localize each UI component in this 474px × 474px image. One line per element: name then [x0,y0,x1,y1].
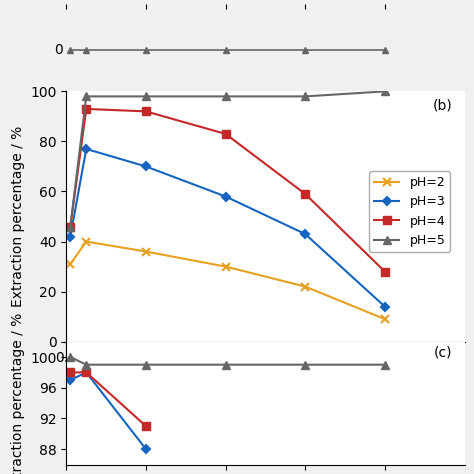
pH=3 [302,231,308,237]
pH=2 [223,264,228,269]
pH=4 [143,109,149,114]
pH=5 [143,93,149,99]
pH=3 [67,234,73,239]
Y-axis label: Extraction percentage / %: Extraction percentage / % [11,126,25,307]
Text: (b): (b) [433,99,453,113]
Line: pH=5: pH=5 [66,87,389,231]
pH=5 [382,89,388,94]
Line: pH=3: pH=3 [67,146,388,310]
pH=3 [83,146,89,152]
X-axis label: Lactic acid concentration / (mol/L): Lactic acid concentration / (mol/L) [146,371,384,385]
pH=3 [223,194,228,200]
pH=3 [143,164,149,169]
pH=2 [67,261,73,267]
pH=4 [223,131,228,137]
pH=5 [83,93,89,99]
Text: 0: 0 [54,44,63,57]
pH=5 [302,93,308,99]
pH=4 [302,191,308,197]
pH=4 [83,106,89,112]
Text: (c): (c) [434,346,453,359]
pH=5 [67,224,73,229]
pH=5 [223,93,228,99]
pH=3 [382,304,388,310]
pH=2 [302,284,308,290]
pH=2 [143,249,149,255]
Legend: pH=2, pH=3, pH=4, pH=5: pH=2, pH=3, pH=4, pH=5 [369,171,450,252]
Line: pH=4: pH=4 [66,105,389,275]
pH=4 [67,224,73,229]
Y-axis label: Extraction percentage / %: Extraction percentage / % [11,312,25,474]
pH=2 [83,239,89,245]
pH=4 [382,269,388,274]
pH=2 [382,316,388,322]
Line: pH=2: pH=2 [66,237,389,323]
